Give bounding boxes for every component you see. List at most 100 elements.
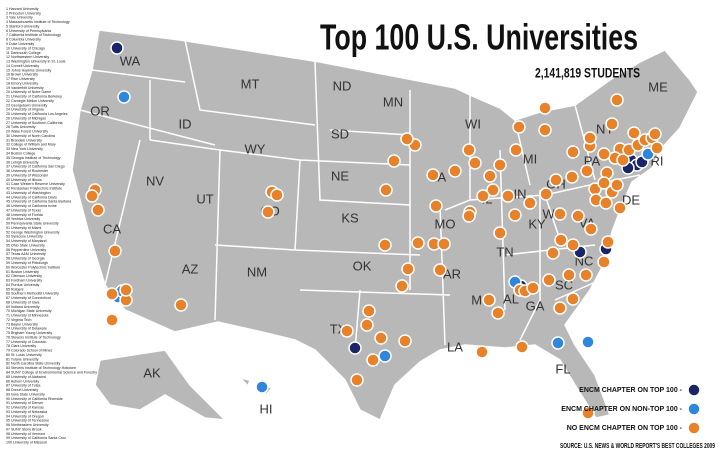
university-dot [566,238,580,252]
university-dot [601,235,615,249]
list-item: 15 Johns Hopkins University [6,68,52,72]
list-item: 9 Duke University [6,42,34,46]
list-item: 10 University of Chicago [6,46,45,50]
university-dot [648,127,662,141]
state-label: WA [120,53,141,68]
university-dot [610,178,624,192]
list-item: 83 Stevens Institute of Technology Hobok… [6,366,76,370]
university-dot [538,123,552,137]
university-dot [366,353,380,367]
state-label: NE [331,168,349,183]
list-item: 1 Harvard University [6,7,39,11]
list-item: 6 University of Pennsylvania [6,29,51,33]
university-dot [553,207,567,221]
university-dot [493,226,507,240]
state-label: NM [247,264,267,279]
list-item: 53 Syracuse University [6,235,43,239]
university-dot [85,189,99,203]
legend-label: ENCM CHAPTER ON TOP 100 - [579,387,682,394]
legend: ENCM CHAPTER ON TOP 100 - ENCM CHAPTER ON… [561,383,701,435]
list-item: 93 University of Nebraska [6,410,47,414]
state-label: SD [331,126,349,141]
list-item: 33 New York University [6,147,43,151]
list-item: 91 University of Denver [6,401,44,405]
state-label: AR [443,266,461,281]
university-dot [426,168,440,182]
university-dot [562,268,576,282]
list-item: 56 Pepperdine University [6,248,46,252]
state-label: MN [383,94,403,109]
state-label: CA [103,221,121,236]
list-item: 20 University of Notre Dame [6,90,51,94]
university-dot [610,93,624,107]
university-dot [270,188,284,202]
legend-label: NO ENCM CHAPTER ON TOP 100 - [567,425,683,432]
list-item: 61 Boston University [6,270,39,274]
state-label: WI [465,116,481,131]
state-label: FL [555,361,570,376]
university-dot [565,170,579,184]
university-dot [379,183,393,197]
list-item: 69 Indiana University [6,305,40,309]
list-item: 88 Drexel University [6,388,38,392]
state-label: HI [260,401,273,416]
university-dot [523,196,537,210]
university-dot [429,199,443,213]
list-item: 98 University of Vermont [6,432,45,436]
list-item: 96 Northeastern University [6,423,49,427]
list-item: 60 Worcester Polytechnic Institute [6,265,60,269]
list-item: 32 College of William and Mary [6,143,56,147]
list-item: 79 Colorado School of Mines [6,349,52,353]
university-dot [350,373,364,387]
list-item: 75 Brigham Young University [6,331,52,335]
list-item: 47 University of Texas [6,208,41,212]
list-item: 8 Columbia University [6,38,41,42]
list-item: 21 University of California Berkeley [6,95,62,99]
list-item: 95 University of Tennessee [6,419,49,423]
list-item: 48 University of Florida [6,213,43,217]
university-dot [546,246,560,260]
list-item: 63 Fordham University [6,279,42,283]
list-item: 27 University of Southern California [6,121,63,125]
university-dot [581,406,595,420]
list-item: 68 University of Iowa [6,300,39,304]
university-dot [613,201,627,215]
state-label: LA [447,339,463,354]
university-dot [501,189,515,203]
university-dot [512,120,526,134]
list-item: 2 Princeton University [6,11,41,15]
list-item: 59 University of Pittsburgh [6,261,48,265]
list-item: 97 SUNY Stony Brook [6,427,42,431]
list-item: 65 Rutgers [6,287,24,291]
list-item: 18 Emory University [6,81,38,85]
list-item: 57 Texas A&M University [6,252,46,256]
list-item: 17 Rice University [6,77,35,81]
state-label: NV [146,173,164,188]
state-label: MO [435,216,456,231]
university-dot [362,304,376,318]
list-item: 62 Clemson University [6,274,42,278]
university-dot [117,90,131,104]
list-item: 23 Georgetown University [6,103,48,107]
university-dot [627,126,641,140]
state-label: ID [179,116,192,131]
university-dot [491,306,505,320]
state-label: WY [245,141,266,156]
university-dot [580,164,594,178]
legend-swatch [687,383,701,397]
university-dot [483,169,497,183]
university-dot [476,189,490,203]
list-item: 64 Purdue University [6,283,40,287]
list-item: 25 University of California Los Angeles [6,112,68,116]
state-label: ME [648,79,668,94]
state-label: AZ [182,261,199,276]
list-item: 49 Yeshiva University [6,217,40,221]
university-dot [400,132,414,146]
state-label: KY [528,216,546,231]
university-dot [119,283,133,297]
list-item: 92 University of Kansas [6,406,44,410]
university-dot [411,236,425,250]
state-label: UT [196,191,213,206]
list-item: 85 University of Alabama [6,375,46,379]
state-label: MT [241,76,260,91]
